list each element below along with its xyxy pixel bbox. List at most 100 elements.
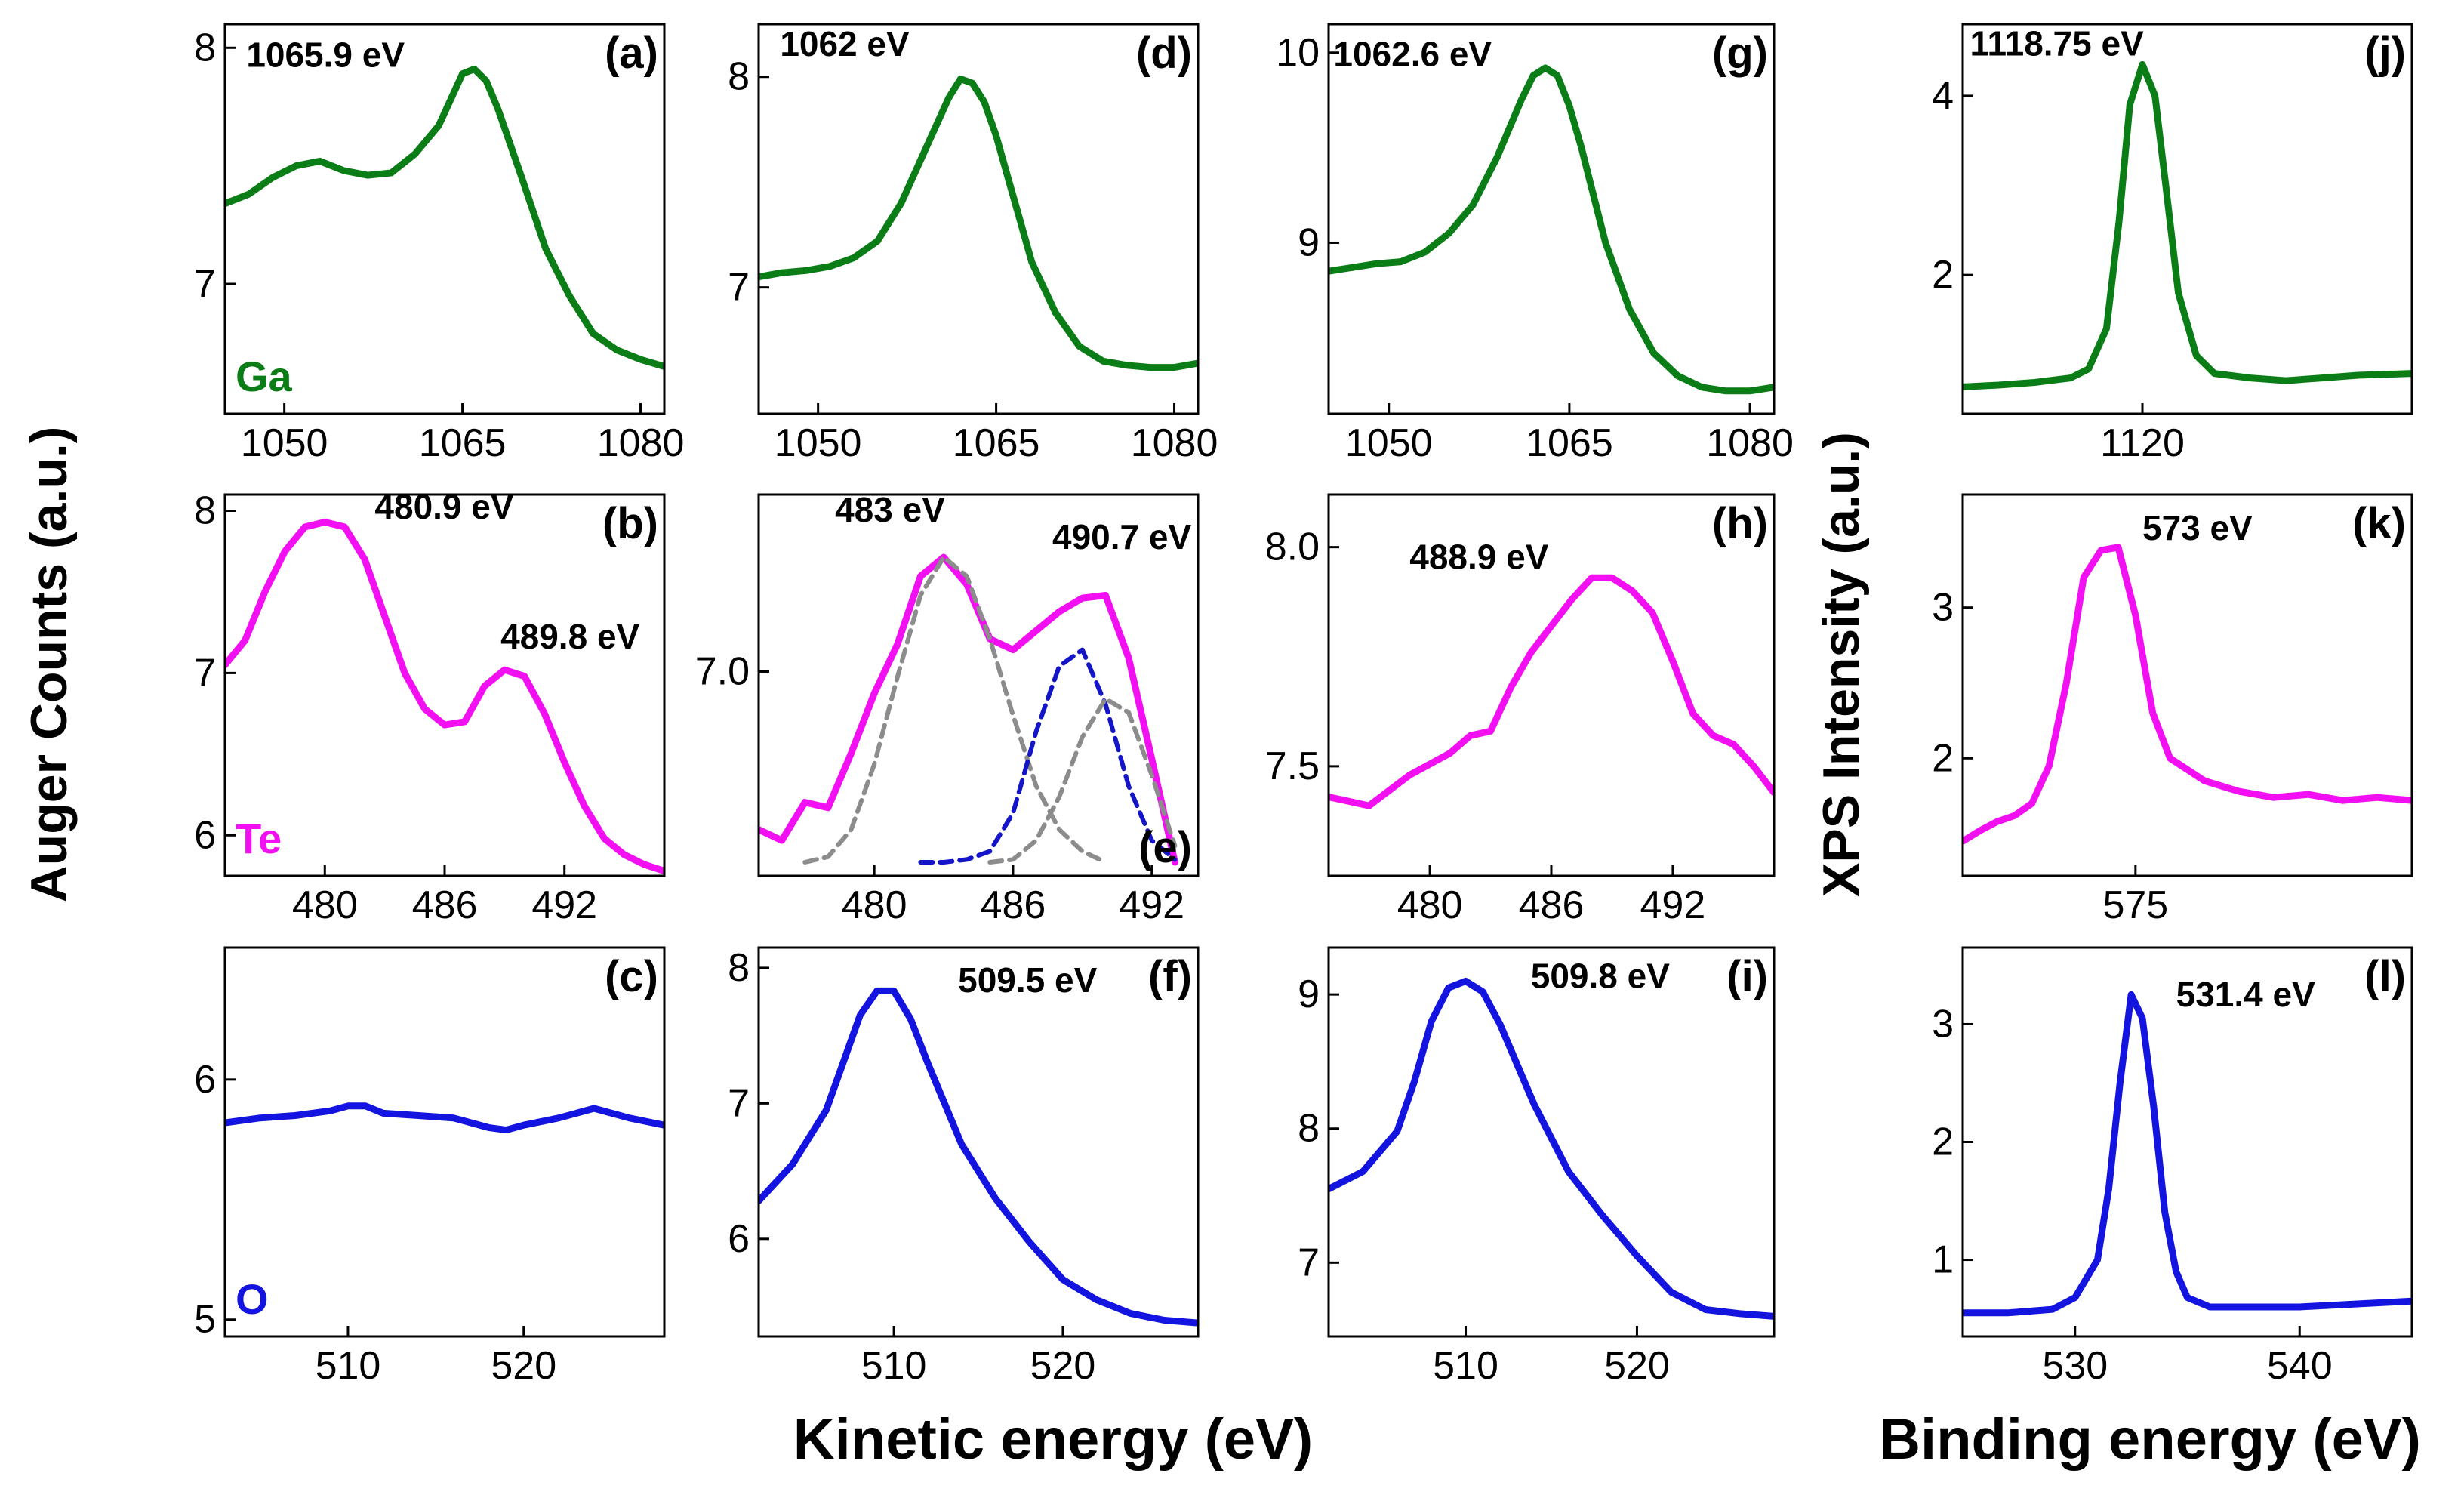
plot-frame-i bbox=[1327, 946, 1776, 1338]
y-tick-label: 8 bbox=[728, 946, 750, 990]
spectrum-line-i bbox=[1329, 977, 1774, 1320]
panel-label: (e) bbox=[1138, 823, 1192, 872]
x-tick-label: 530 bbox=[2042, 1344, 2108, 1388]
spectrum-line-a bbox=[225, 65, 664, 370]
plot-frame-b bbox=[223, 493, 666, 877]
x-tick-label: 1050 bbox=[241, 421, 328, 465]
y-tick-label: 2 bbox=[1932, 1120, 1954, 1164]
panel-label: (j) bbox=[2364, 29, 2406, 78]
panel-label: (l) bbox=[2364, 952, 2406, 1001]
peak-annotation: 489.8 eV bbox=[500, 617, 639, 656]
fit-curve-e-3 bbox=[987, 696, 1178, 865]
y-tick-label: 7.0 bbox=[695, 649, 750, 693]
panel-i: 510 520 7 8 9 (i) 509.8 eV bbox=[1298, 946, 1776, 1388]
x-tick-label: 480 bbox=[842, 883, 907, 927]
peak-annotation: 1062 eV bbox=[780, 24, 910, 63]
x-tick-label: 1080 bbox=[1131, 421, 1218, 465]
x-tick-label: 510 bbox=[861, 1344, 927, 1388]
y-tick-label: 3 bbox=[1932, 1002, 1954, 1046]
panel-j: 1120 2 4 (j) 1118.75 eV bbox=[1932, 23, 2413, 465]
panel-label: (a) bbox=[605, 29, 658, 78]
left-y-axis-title: Auger Counts (a.u.) bbox=[20, 427, 78, 903]
spectrum-line-k bbox=[1963, 544, 2412, 845]
plot-frame-a bbox=[223, 23, 666, 415]
panel-label: (c) bbox=[605, 952, 658, 1001]
x-tick-label: 486 bbox=[412, 883, 478, 927]
y-tick-label: 9 bbox=[1298, 220, 1320, 264]
x-tick-label: 492 bbox=[1640, 883, 1706, 927]
x-tick-label: 520 bbox=[1030, 1344, 1096, 1388]
panel-c: 510 520 5 6 (c) O bbox=[194, 946, 666, 1388]
x-tick-label: 492 bbox=[1119, 883, 1184, 927]
peak-annotation: 509.5 eV bbox=[958, 960, 1097, 1000]
spectrum-line-e bbox=[759, 553, 1178, 866]
panel-label: (i) bbox=[1726, 952, 1768, 1001]
fit-curve-e-1 bbox=[802, 555, 1108, 865]
y-tick-label: 7 bbox=[728, 266, 750, 310]
spectrum-line-c bbox=[225, 1102, 664, 1134]
peak-annotation: 488.9 eV bbox=[1409, 538, 1548, 577]
plot-frame-d bbox=[757, 23, 1200, 415]
spectrum-line-g bbox=[1329, 64, 1774, 395]
panel-label: (f) bbox=[1148, 952, 1192, 1001]
panel-label: (d) bbox=[1136, 29, 1192, 78]
panel-label: (b) bbox=[602, 499, 658, 548]
plot-frame-k bbox=[1961, 493, 2413, 877]
y-tick-label: 7 bbox=[194, 651, 216, 695]
y-tick-label: 4 bbox=[1932, 74, 1954, 118]
panel-l: 530 540 1 2 3 (l) 531.4 eV bbox=[1932, 946, 2413, 1388]
peak-annotation: 490.7 eV bbox=[1052, 517, 1191, 556]
y-tick-label: 8.0 bbox=[1265, 526, 1320, 569]
peak-annotation: 1062.6 eV bbox=[1333, 34, 1492, 73]
x-tick-label: 540 bbox=[2267, 1344, 2333, 1388]
plot-frame-g bbox=[1327, 23, 1776, 415]
panel-b: 480 486 492 6 7 8 (b) 480.9 eV 489.8 eV Te bbox=[194, 487, 666, 927]
panel-d: 1050 1065 1080 7 8 (d) 1062 eV bbox=[728, 23, 1218, 465]
y-tick-label: 10 bbox=[1276, 31, 1320, 75]
plot-frame-e bbox=[757, 493, 1200, 877]
x-tick-label: 486 bbox=[1519, 883, 1585, 927]
fit-curve-e-2 bbox=[918, 647, 1178, 865]
x-tick-label: 1080 bbox=[1706, 421, 1794, 465]
spectrum-line-f bbox=[759, 987, 1198, 1327]
panel-label: (g) bbox=[1712, 29, 1768, 78]
y-tick-label: 7 bbox=[194, 262, 216, 306]
x-tick-label: 1080 bbox=[597, 421, 685, 465]
peak-annotation: 509.8 eV bbox=[1531, 956, 1670, 995]
y-tick-label: 5 bbox=[194, 1298, 216, 1342]
y-tick-label: 2 bbox=[1932, 253, 1954, 297]
panel-f: 510 520 6 7 8 (f) 509.5 eV bbox=[728, 946, 1200, 1388]
peak-annotation: 483 eV bbox=[835, 490, 945, 529]
x-tick-label: 486 bbox=[981, 883, 1046, 927]
x-tick-label: 1065 bbox=[953, 421, 1040, 465]
peak-annotation: 531.4 eV bbox=[2176, 975, 2315, 1014]
peak-annotation: 1118.75 eV bbox=[1970, 24, 2145, 63]
element-label: Ga bbox=[236, 353, 293, 400]
x-tick-label: 1065 bbox=[419, 421, 507, 465]
element-label: O bbox=[236, 1275, 269, 1323]
y-tick-label: 6 bbox=[728, 1217, 750, 1261]
right-y-axis-title: XPS Intensity (a.u.) bbox=[1813, 432, 1870, 897]
y-tick-label: 9 bbox=[1298, 972, 1320, 1016]
spectrum-line-b bbox=[225, 519, 664, 875]
y-tick-label: 6 bbox=[194, 813, 216, 857]
plot-frame-h bbox=[1327, 493, 1776, 877]
y-tick-label: 8 bbox=[1298, 1107, 1320, 1151]
x-tick-label: 1065 bbox=[1526, 421, 1613, 465]
x-tick-label: 480 bbox=[1397, 883, 1463, 927]
x-tick-label: 492 bbox=[531, 883, 597, 927]
spectrum-line-l bbox=[1963, 991, 2412, 1317]
x-axis-title-kinetic: Kinetic energy (eV) bbox=[793, 1407, 1313, 1472]
panel-k: 575 2 3 (k) 573 eV bbox=[1932, 493, 2413, 927]
peak-annotation: 573 eV bbox=[2142, 508, 2253, 547]
x-tick-label: 510 bbox=[316, 1344, 381, 1388]
panel-e: 480 486 492 7.0 (e) 483 eV 490.7 eV bbox=[695, 490, 1200, 927]
panel-a: 1050 1065 1080 7 8 (a) 1065.9 eV Ga bbox=[194, 23, 685, 465]
panel-g: 1050 1065 1080 9 10 (g) 1062.6 eV bbox=[1276, 23, 1794, 465]
x-tick-label: 520 bbox=[1604, 1344, 1670, 1388]
spectrum-line-d bbox=[759, 76, 1198, 371]
x-tick-label: 480 bbox=[292, 883, 358, 927]
x-tick-label: 575 bbox=[2102, 883, 2168, 927]
